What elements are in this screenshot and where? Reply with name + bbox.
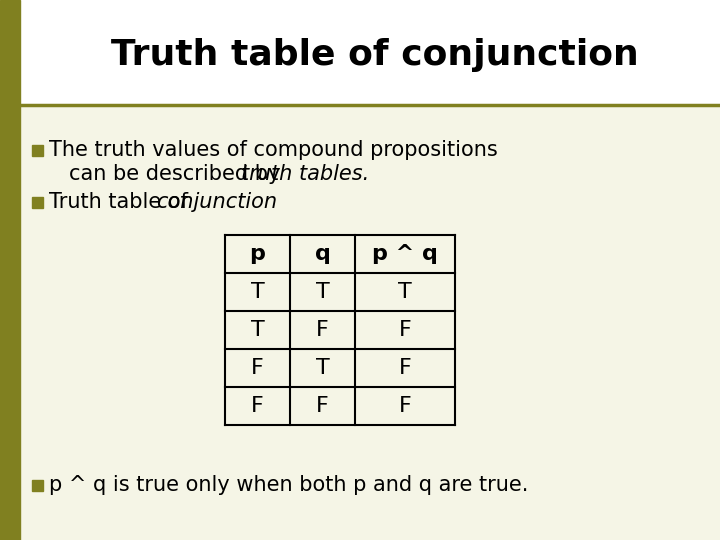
Bar	[32, 145, 43, 156]
Text: T: T	[315, 358, 329, 378]
Text: conjunction: conjunction	[156, 192, 277, 212]
Text: F: F	[399, 358, 411, 378]
Bar	[32, 480, 43, 490]
Text: F: F	[316, 396, 329, 416]
Text: p ^ q: p ^ q	[372, 244, 438, 264]
Text: T: T	[398, 282, 412, 302]
Text: F: F	[316, 320, 329, 340]
Text: can be described by: can be described by	[69, 164, 287, 184]
Text: q: q	[315, 244, 330, 264]
Text: Truth table of: Truth table of	[49, 192, 194, 212]
Bar	[32, 197, 43, 207]
Text: T: T	[251, 282, 264, 302]
Text: p ^ q is true only when both p and q are true.: p ^ q is true only when both p and q are…	[49, 475, 528, 495]
Bar	[0, 0, 720, 105]
Text: truth tables.: truth tables.	[241, 164, 369, 184]
Text: T: T	[251, 320, 264, 340]
Text: The truth values of compound propositions: The truth values of compound proposition…	[49, 140, 498, 160]
Text: F: F	[399, 396, 411, 416]
Text: p: p	[250, 244, 266, 264]
Text: Truth table of conjunction: Truth table of conjunction	[111, 38, 639, 72]
Bar	[0, 0, 20, 540]
Text: F: F	[399, 320, 411, 340]
Text: T: T	[315, 282, 329, 302]
Text: F: F	[251, 358, 264, 378]
Text: F: F	[251, 396, 264, 416]
